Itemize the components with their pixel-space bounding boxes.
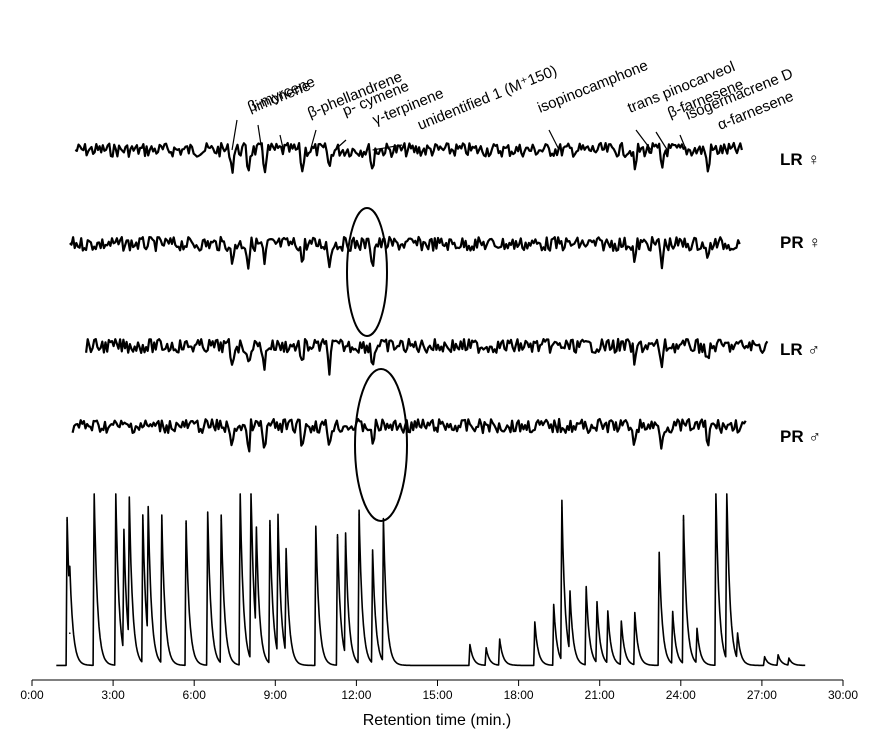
fid-peak (93, 493, 95, 495)
fid-peak (123, 545, 125, 547)
fid-peak (358, 514, 360, 516)
x-tick-label: 9:00 (264, 688, 288, 702)
fid-peak (634, 615, 636, 617)
annotation-arrow (257, 124, 263, 151)
x-tick-label: 27:00 (747, 688, 777, 702)
x-tick-label: 30:00 (828, 688, 858, 702)
highlight-ellipses (346, 207, 408, 522)
fid-peak (736, 641, 739, 643)
x-ticks: 0:00 3:00 6:00 9:00 12:00 15:00 18:00 21:00 24:0… (20, 680, 858, 702)
trace-label: LR ♂ (780, 340, 820, 359)
fid-peak (315, 528, 317, 530)
trace-label: LR ♀ (780, 150, 820, 169)
fid-peak (726, 493, 728, 495)
annotation-arrow (372, 144, 403, 151)
fid-trace (56, 493, 806, 667)
x-tick-label: 3:00 (101, 688, 125, 702)
fid-peak (142, 519, 144, 521)
fid-peak (777, 656, 779, 659)
fid-peak (715, 493, 717, 495)
fid-peak (161, 519, 163, 521)
fid-peak (255, 562, 258, 565)
ead-traces (69, 141, 769, 453)
trace-label: PR ♂ (780, 427, 821, 446)
annotation-arrow (712, 144, 717, 151)
ead-trace-line (85, 337, 769, 376)
fid-peak (277, 528, 279, 530)
fid-peak (658, 554, 660, 556)
fid-chromatogram-line (56, 493, 806, 667)
fid-peak (220, 519, 222, 521)
compound-label: limonene (250, 77, 313, 116)
fid-peak (250, 493, 252, 495)
x-axis-title: Retention time (min.) (363, 712, 512, 729)
fid-peak (469, 646, 471, 648)
fid-peak (671, 615, 674, 617)
x-tick-label: 12:00 (341, 688, 371, 702)
trace-labels: LR ♀ PR ♀ LR ♂ PR ♂ (780, 150, 821, 446)
fid-peak (336, 536, 339, 539)
fid-peak (682, 519, 685, 521)
ead-trace-line (71, 417, 747, 453)
x-tick-label: 6:00 (183, 688, 207, 702)
annotation-arrow (548, 129, 560, 151)
fid-peak (485, 649, 488, 652)
fid-peak (115, 493, 117, 495)
fid-peak (552, 606, 555, 608)
x-tick-label: 21:00 (585, 688, 615, 702)
annotation-arrow (679, 134, 687, 151)
fid-peak (561, 507, 563, 509)
fid-peak (185, 522, 187, 525)
x-tick-label: 18:00 (504, 688, 534, 702)
x-tick-label: 24:00 (666, 688, 696, 702)
annotation-arrow (635, 129, 652, 151)
highlight-ellipse-unidentified-pr-male (354, 368, 408, 522)
x-tick-label: 0:00 (20, 688, 44, 702)
annotation-arrow (231, 119, 238, 151)
annotation-arrow (655, 131, 668, 151)
fid-peak (206, 514, 209, 516)
fid-peak (569, 606, 571, 608)
fid-peak (69, 632, 71, 634)
highlight-ellipse-unidentified-pr-female (346, 207, 388, 337)
fid-peak (696, 632, 698, 634)
fid-peak (534, 623, 536, 626)
x-tick-label: 15:00 (422, 688, 452, 702)
annotation-arrow (309, 129, 317, 151)
fid-peak (585, 588, 587, 591)
trace-label: PR ♀ (780, 233, 821, 252)
fid-peak (66, 519, 68, 521)
fid-peak (269, 524, 271, 527)
fid-peak (285, 562, 287, 565)
fid-peak (763, 658, 766, 661)
fid-peak (371, 554, 374, 556)
fid-peak (607, 615, 609, 617)
annotation-arrow (334, 139, 347, 151)
x-axis: 0:00 3:00 6:00 9:00 12:00 15:00 18:00 21:00 24:0… (20, 679, 858, 729)
fid-peak (344, 545, 347, 547)
ead-trace-line (74, 141, 743, 174)
fid-peak (128, 524, 131, 527)
fid-peak (498, 641, 501, 643)
fid-peak (382, 524, 385, 527)
fid-peak (147, 536, 149, 539)
fid-peak (239, 493, 241, 495)
annotation-arrow (279, 134, 284, 151)
ead-trace-line (69, 235, 741, 270)
fid-peak (620, 623, 623, 626)
fid-peak (596, 606, 598, 608)
fid-peak (788, 660, 790, 662)
